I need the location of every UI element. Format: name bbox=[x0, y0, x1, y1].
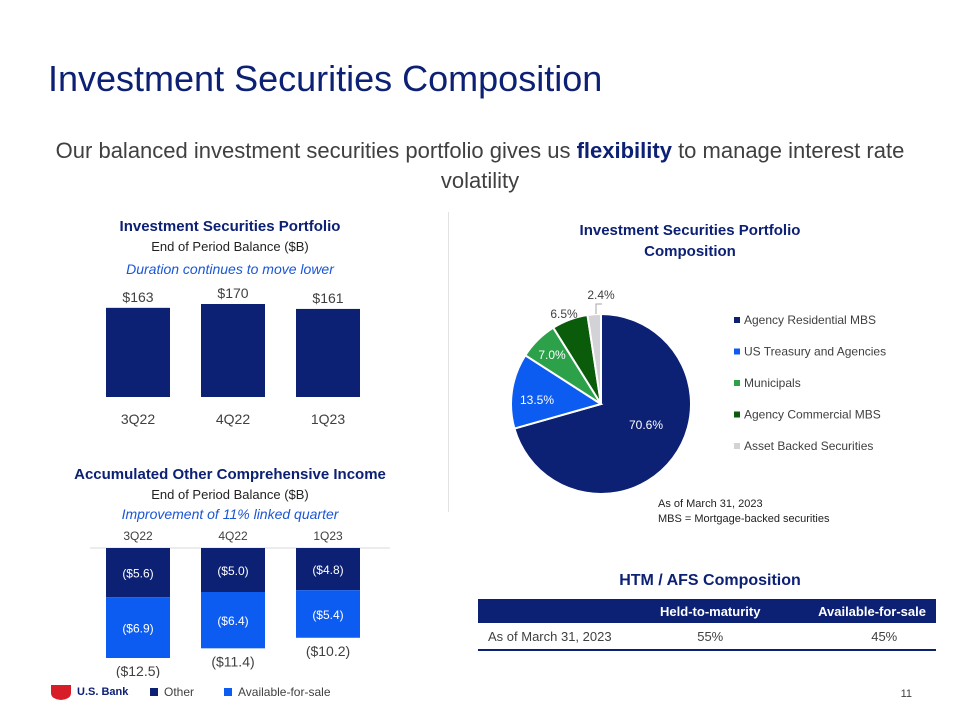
aoci-legend-other: Other bbox=[150, 685, 194, 699]
brand-logo: U.S. Bank bbox=[50, 683, 128, 701]
pie-legend-label: Agency Commercial MBS bbox=[744, 408, 881, 422]
subtitle-emphasis: flexibility bbox=[576, 138, 672, 163]
aoci-legend-other-label: Other bbox=[164, 685, 195, 699]
aoci-segment-label: ($6.9) bbox=[122, 622, 153, 636]
portfolio-bar-3Q22 bbox=[106, 307, 170, 397]
subtitle-text-post: to manage interest rate volatility bbox=[440, 138, 905, 193]
aoci-segment-label: ($6.4) bbox=[217, 614, 248, 628]
pie-chart-title-line1: Investment Securities Portfolio bbox=[579, 222, 801, 239]
pie-slice-label: 70.6% bbox=[629, 418, 663, 432]
table-header-row: Held-to-maturity Available-for-sale bbox=[478, 599, 936, 623]
aoci-category-label: 4Q22 bbox=[218, 529, 248, 543]
pie-legend-swatch-icon bbox=[734, 317, 740, 323]
aoci-bar-other-1Q23 bbox=[296, 548, 360, 591]
htm-afs-table: Held-to-maturity Available-for-sale As o… bbox=[478, 599, 936, 651]
aoci-legend-afs-label: Available-for-sale bbox=[238, 685, 331, 699]
htm-afs-table-wrap: Held-to-maturity Available-for-sale As o… bbox=[478, 599, 936, 651]
aoci-segment-label: ($5.4) bbox=[312, 608, 343, 622]
table-header-afs: Available-for-sale bbox=[782, 599, 936, 623]
portfolio-chart-title: Investment Securities Portfolio bbox=[119, 218, 341, 235]
table-row: As of March 31, 2023 55% 45% bbox=[478, 623, 936, 650]
pie-slice-label: 2.4% bbox=[587, 288, 615, 302]
table-cell-htm: 55% bbox=[697, 628, 724, 644]
aoci-bar-afs-1Q23 bbox=[296, 590, 360, 638]
aoci-bar-afs-3Q22 bbox=[106, 597, 170, 658]
aoci-stacked-bar-chart: 3Q22 ($5.6) ($6.9) ($12.5) 4Q22 ($5.0) ($6.4) (… bbox=[90, 529, 390, 678]
aoci-chart-title: Accumulated Other Comprehensive Income bbox=[74, 466, 386, 483]
aoci-category-label: 1Q23 bbox=[313, 529, 343, 543]
pie-legend-label: Agency Residential MBS bbox=[744, 313, 876, 327]
page-title: Investment Securities Composition bbox=[48, 58, 603, 99]
section-divider bbox=[448, 212, 449, 512]
pie-slice-label: 6.5% bbox=[550, 307, 578, 321]
aoci-segment-label: ($5.6) bbox=[122, 567, 153, 581]
portfolio-bar-value-label: $161 bbox=[312, 290, 343, 306]
table-header-htm: Held-to-maturity bbox=[638, 599, 783, 623]
pie-legend-swatch-icon bbox=[734, 443, 740, 449]
aoci-bar-other-4Q22 bbox=[201, 548, 265, 592]
pie-legend-label: Asset Backed Securities bbox=[744, 439, 873, 453]
portfolio-bar-1Q23 bbox=[296, 308, 360, 397]
pie-slice-us-treasury-and-agencies bbox=[510, 353, 604, 430]
portfolio-category-label: 3Q22 bbox=[121, 411, 155, 427]
aoci-bar-other-3Q22 bbox=[106, 548, 170, 598]
usbank-shield-icon bbox=[51, 685, 71, 700]
aoci-total-label: ($12.5) bbox=[116, 663, 160, 678]
portfolio-bar-chart: $163 3Q22 $170 4Q22 $161 1Q23 bbox=[106, 285, 360, 427]
subtitle-text-pre: Our balanced investment securities portf… bbox=[55, 138, 577, 163]
portfolio-bar-value-label: $170 bbox=[217, 285, 248, 301]
pie-legend-swatch-icon bbox=[734, 380, 740, 386]
aoci-chart-subtitle: End of Period Balance ($B) bbox=[151, 487, 309, 502]
pie-slice-label: 7.0% bbox=[538, 348, 566, 362]
portfolio-bar-value-label: $163 bbox=[122, 289, 153, 305]
legend-swatch-icon bbox=[224, 688, 232, 696]
portfolio-bar-4Q22 bbox=[201, 304, 265, 397]
pie-slice-asset-backed-securities bbox=[586, 312, 602, 405]
composition-pie-chart: 70.6% 13.5% 7.0% 6.5% 2.4% Agency Residential… bbox=[510, 288, 886, 495]
aoci-chart-note: Improvement of 11% linked quarter bbox=[121, 506, 339, 522]
table-header-empty bbox=[478, 599, 638, 623]
pie-leader-line bbox=[595, 303, 602, 314]
page-subtitle: Our balanced investment securities portf… bbox=[40, 136, 920, 196]
pie-legend-swatch-icon bbox=[734, 411, 740, 418]
aoci-segment-label: ($5.0) bbox=[217, 564, 248, 578]
aoci-bar-afs-4Q22 bbox=[201, 592, 265, 649]
aoci-total-label: ($11.4) bbox=[211, 653, 254, 669]
portfolio-chart-note: Duration continues to move lower bbox=[126, 261, 334, 277]
htm-afs-title: HTM / AFS Composition bbox=[619, 572, 801, 589]
pie-legend-label: US Treasury and Agencies bbox=[744, 345, 886, 359]
pie-chart-title: Investment Securities Portfolio Composit… bbox=[530, 220, 850, 262]
aoci-segment-label: ($4.8) bbox=[312, 563, 343, 577]
table-cell-date: As of March 31, 2023 bbox=[488, 628, 612, 644]
pie-footnote-date: As of March 31, 2023 bbox=[658, 498, 763, 510]
legend-swatch-icon bbox=[150, 688, 158, 696]
aoci-total-label: ($10.2) bbox=[306, 643, 350, 659]
pie-chart-title-line2: Composition bbox=[644, 243, 736, 260]
pie-footnote: As of March 31, 2023 MBS = Mortgage-back… bbox=[658, 497, 830, 527]
pie-legend-label: Municipals bbox=[744, 376, 801, 390]
table-cell-afs: 45% bbox=[871, 628, 898, 644]
aoci-category-label: 3Q22 bbox=[123, 529, 153, 543]
page-number: 11 bbox=[900, 688, 912, 700]
pie-footnote-mbs: MBS = Mortgage-backed securities bbox=[658, 513, 830, 525]
pie-slice-label: 13.5% bbox=[520, 393, 554, 407]
aoci-legend-afs: Available-for-sale bbox=[224, 685, 331, 699]
portfolio-category-label: 1Q23 bbox=[311, 411, 345, 427]
brand-name: U.S. Bank bbox=[77, 686, 129, 698]
portfolio-category-label: 4Q22 bbox=[216, 411, 250, 427]
portfolio-chart-subtitle: End of Period Balance ($B) bbox=[151, 239, 309, 254]
pie-legend-swatch-icon bbox=[734, 348, 740, 355]
